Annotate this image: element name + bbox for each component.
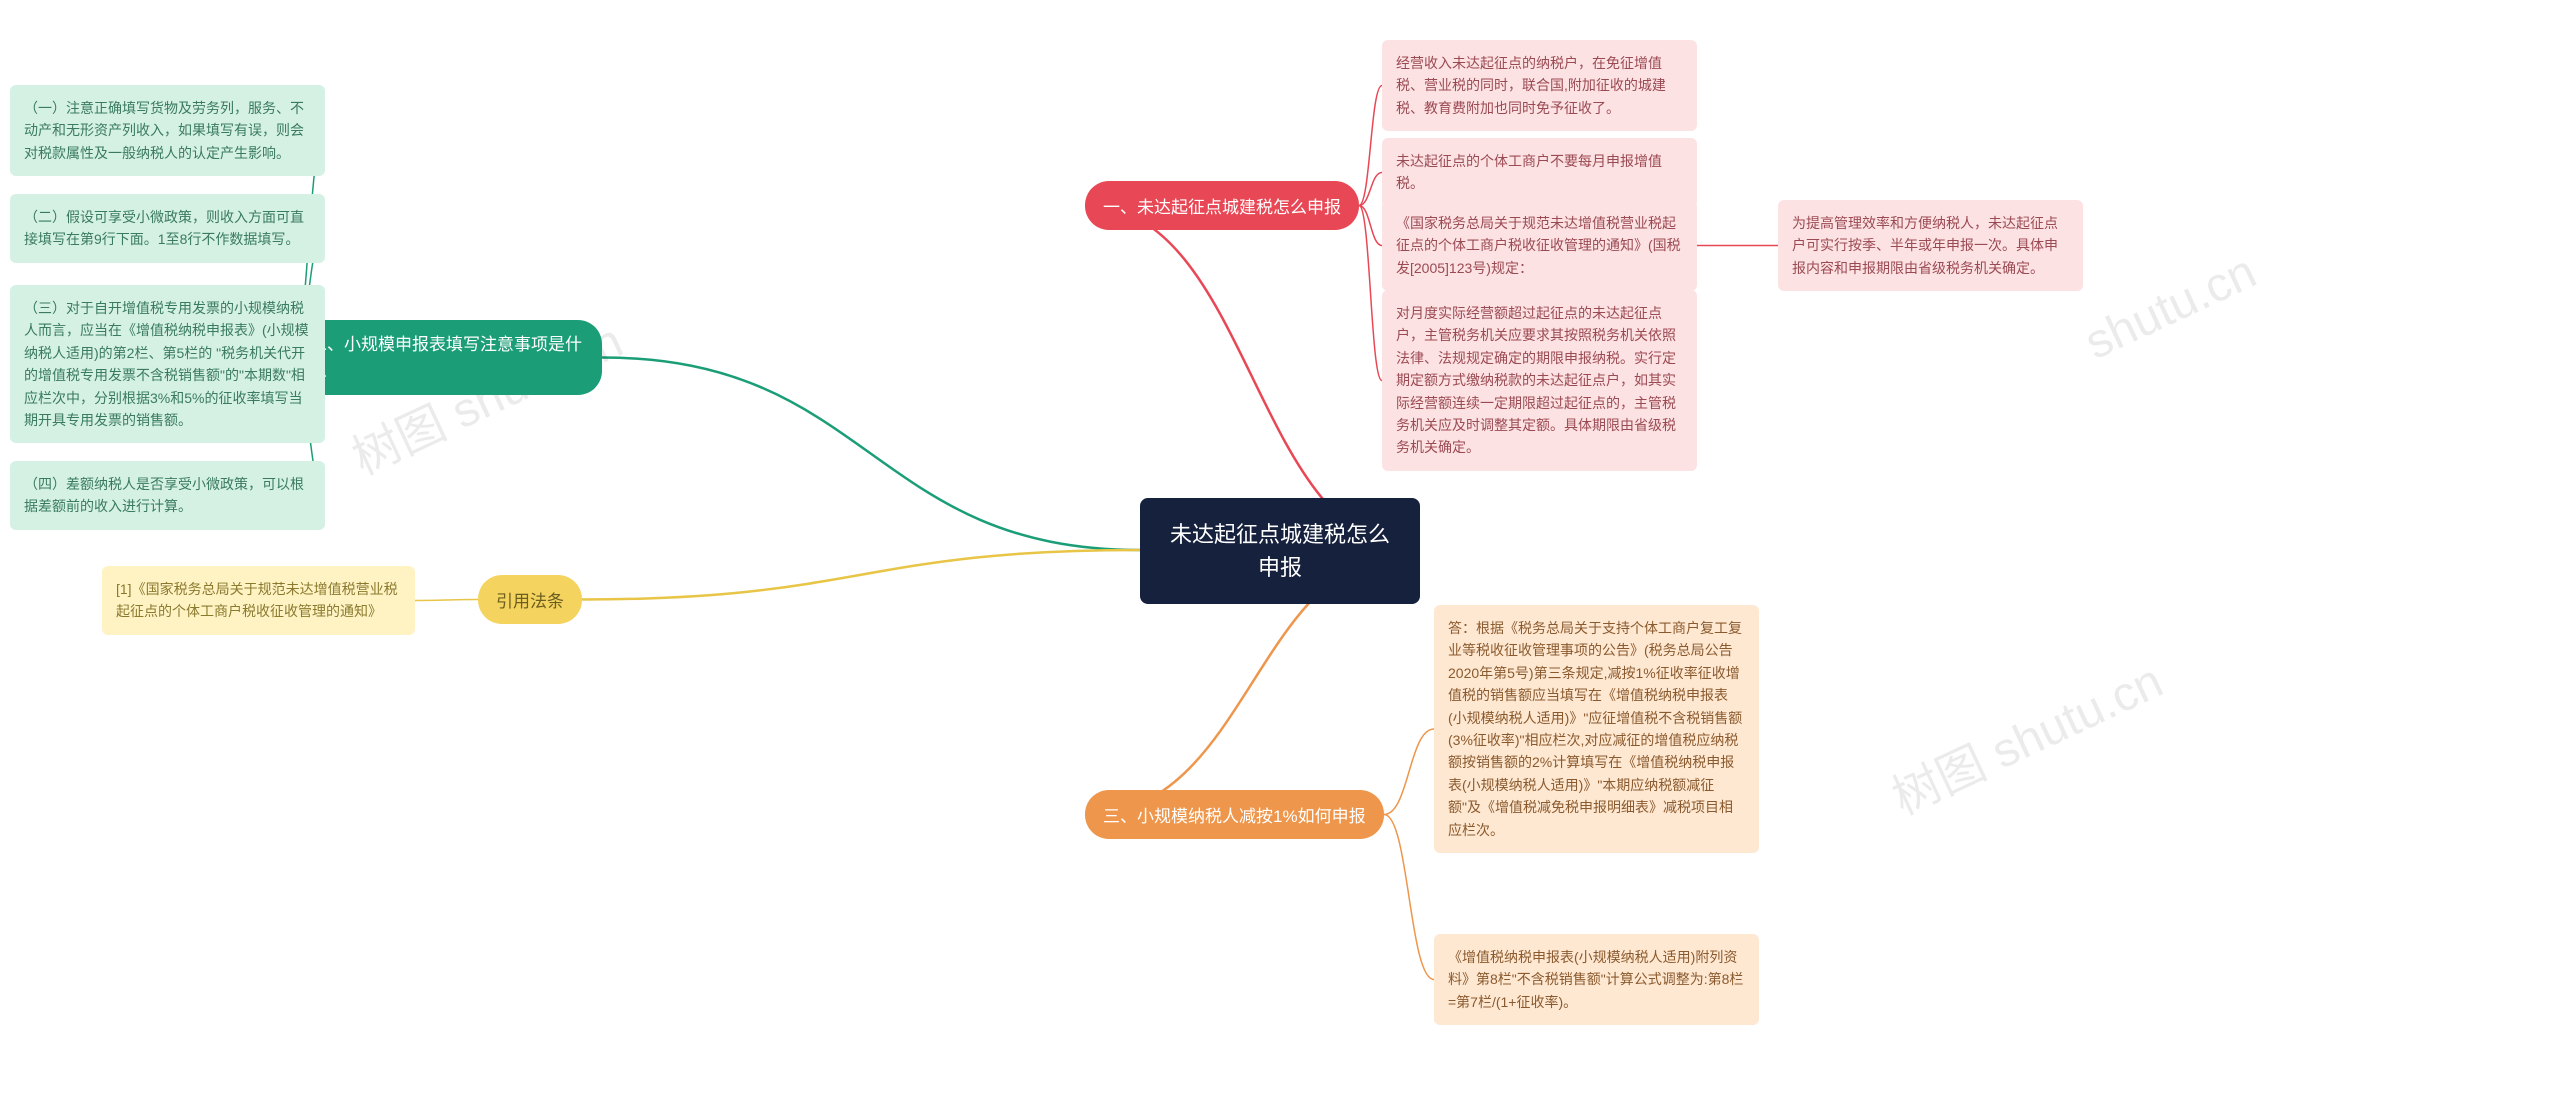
- leaf-node: 答：根据《税务总局关于支持个体工商户复工复业等税收征收管理事项的公告》(税务总局…: [1434, 605, 1759, 853]
- leaf-node: （四）差额纳税人是否享受小微政策，可以根据差额前的收入进行计算。: [10, 461, 325, 530]
- leaf-node-child: 为提高管理效率和方便纳税人，未达起征点户可实行按季、半年或年申报一次。具体申报内…: [1778, 200, 2083, 291]
- leaf-node: （三）对于自开增值税专用发票的小规模纳税人而言，应当在《增值税纳税申报表》(小规…: [10, 285, 325, 443]
- branch-b4: 引用法条: [478, 575, 582, 624]
- leaf-node: 经营收入未达起征点的纳税户，在免征增值税、营业税的同时，联合国,附加征收的城建税…: [1382, 40, 1697, 131]
- center-node: 未达起征点城建税怎么申报: [1140, 498, 1420, 604]
- leaf-node: 未达起征点的个体工商户不要每月申报增值税。: [1382, 138, 1697, 207]
- leaf-node: [1]《国家税务总局关于规范未达增值税营业税起征点的个体工商户税收征收管理的通知…: [102, 566, 415, 635]
- branch-b2: 二、小规模申报表填写注意事项是什么: [292, 320, 602, 395]
- leaf-node: 《国家税务总局关于规范未达增值税营业税起征点的个体工商户税收征收管理的通知》(国…: [1382, 200, 1697, 291]
- leaf-node: （二）假设可享受小微政策，则收入方面可直接填写在第9行下面。1至8行不作数据填写…: [10, 194, 325, 263]
- branch-b1: 一、未达起征点城建税怎么申报: [1085, 181, 1359, 230]
- leaf-node: （一）注意正确填写货物及劳务列，服务、不动产和无形资产列收入，如果填写有误，则会…: [10, 85, 325, 176]
- leaf-node: 《增值税纳税申报表(小规模纳税人适用)附列资料》第8栏"不含税销售额"计算公式调…: [1434, 934, 1759, 1025]
- branch-b3: 三、小规模纳税人减按1%如何申报: [1085, 790, 1384, 839]
- center-text: 未达起征点城建税怎么申报: [1170, 522, 1390, 580]
- leaf-node: 对月度实际经营额超过起征点的未达起征点户，主管税务机关应要求其按照税务机关依照法…: [1382, 290, 1697, 471]
- watermark: shutu.cn: [2077, 244, 2265, 371]
- watermark: 树图 shutu.cn: [1879, 642, 2172, 828]
